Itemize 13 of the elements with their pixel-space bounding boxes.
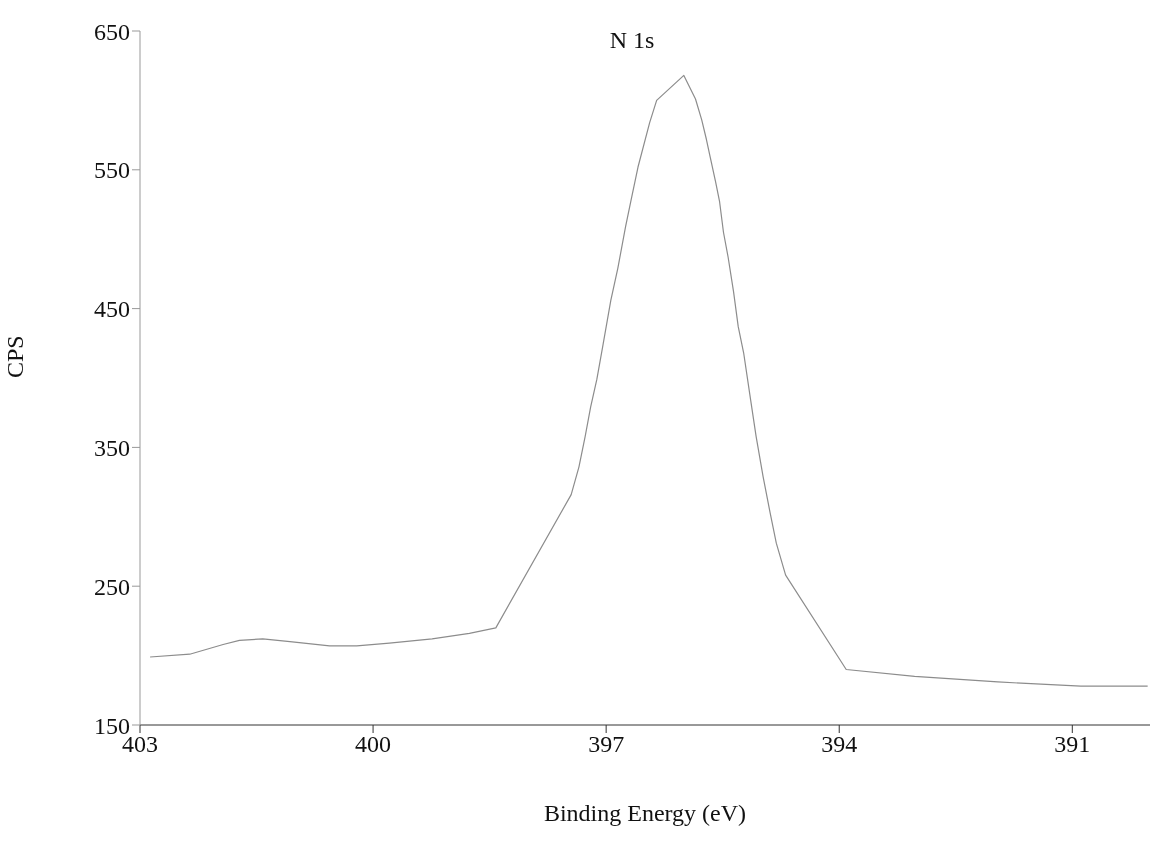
y-tick-label: 550	[94, 157, 130, 184]
line-series	[149, 74, 1149, 687]
chart-title: N 1s	[609, 27, 655, 53]
y-tick-label: 650	[94, 18, 130, 45]
y-axis-title: CPS	[1, 335, 28, 378]
y-tick-label: 250	[94, 573, 130, 600]
x-tick-label: 397	[588, 731, 625, 758]
y-tick-label: 450	[94, 296, 130, 323]
x-tick-label: 394	[821, 731, 858, 758]
x-tick-label: 400	[355, 731, 392, 758]
x-axis-title: Binding Energy (eV)	[543, 800, 747, 826]
x-tick-label: 391	[1054, 731, 1091, 758]
y-tick-label: 350	[94, 434, 130, 461]
